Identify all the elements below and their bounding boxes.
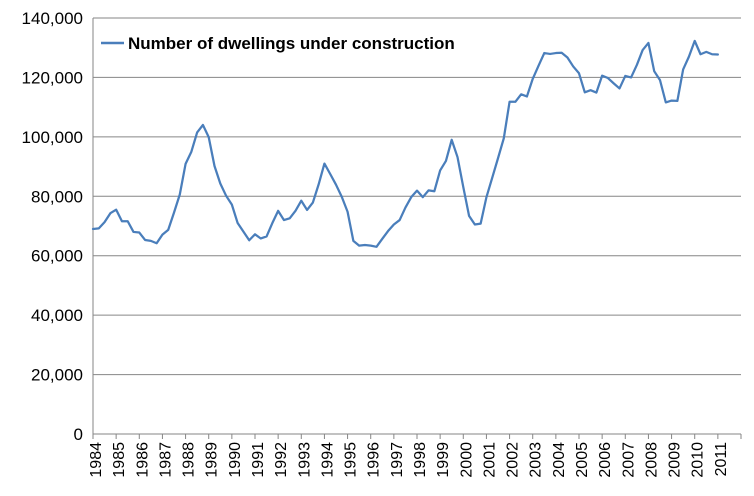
y-axis-tick-labels: 0 20,000 40,000 60,000 80,000 100,000 120,000 1… [22,9,83,444]
x-tick-label: 1988 [181,442,198,478]
x-tick-label: 1995 [343,442,360,478]
x-tick-label: 2005 [574,442,591,478]
x-tick-label: 2008 [643,442,660,478]
x-tick-label: 2000 [458,442,475,478]
y-tick-label: 40,000 [31,306,83,325]
x-tick-label: 2010 [690,442,707,478]
legend: Number of dwellings under construction [101,34,455,53]
x-tick-label: 1993 [296,442,313,478]
x-tick-label: 2003 [528,442,545,478]
x-tick-label: 2007 [620,442,637,478]
x-tick-label: 2009 [667,442,684,478]
y-tick-label: 0 [74,425,83,444]
legend-label: Number of dwellings under construction [128,34,455,53]
x-tick-label: 1999 [435,442,452,478]
x-tick-label: 1991 [250,442,267,478]
x-tick-label: 1985 [111,442,128,478]
y-tick-label: 100,000 [22,128,83,147]
y-tick-label: 140,000 [22,9,83,28]
x-tick-label: 1984 [88,442,105,478]
y-tick-label: 120,000 [22,68,83,87]
y-tick-label: 60,000 [31,247,83,266]
y-tick-label: 20,000 [31,366,83,385]
gridlines [93,17,741,376]
x-tick-label: 2011 [713,442,730,477]
x-tick-label: 1997 [389,442,406,478]
x-tick-label: 1992 [273,442,290,478]
series-line [91,39,719,248]
x-tick-label: 1987 [157,442,174,478]
x-tick-label: 1998 [412,442,429,478]
x-tick-label: 1989 [204,442,221,478]
x-tick-label: 1994 [319,442,336,478]
x-tick-label: 2001 [481,442,498,478]
y-tick-label: 80,000 [31,187,83,206]
axes [92,18,742,439]
x-tick-label: 2002 [505,442,522,478]
x-axis-tick-labels: 1984 1985 1986 1987 1988 1989 1990 1991 1992 1993… [88,442,730,478]
x-tick-label: 2004 [551,442,568,478]
x-tick-label: 2006 [597,442,614,478]
x-tick-label: 1996 [366,442,383,478]
series-lines [91,39,719,248]
x-tick-label: 1986 [134,442,151,478]
x-tick-label: 1990 [227,442,244,478]
